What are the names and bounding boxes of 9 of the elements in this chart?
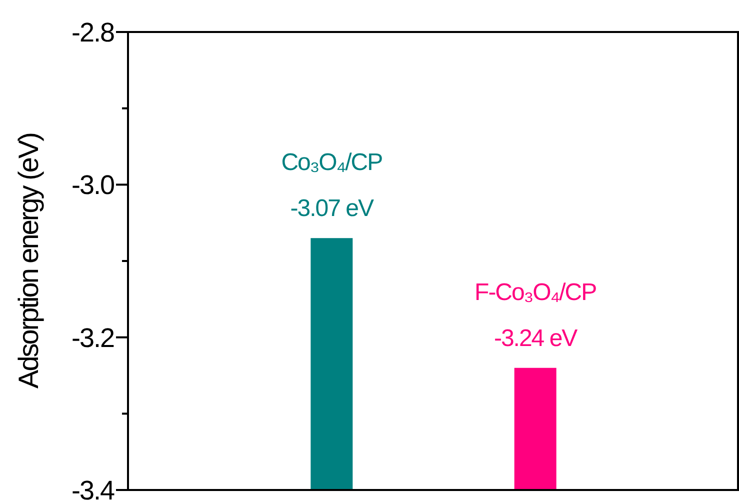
annotation: Co₃O₄/CP <box>281 149 382 176</box>
data-label: -3.07 eV <box>290 195 374 222</box>
y-axis-title: Adsorption energy (eV) <box>13 133 44 388</box>
y-tick-label: -3.4 <box>71 475 115 502</box>
data-label: -3.24 eV <box>494 324 578 352</box>
y-tick-label: -3.2 <box>71 322 114 353</box>
annotation: F-Co₃O₄/CP <box>474 278 596 306</box>
y-tick-label: -2.8 <box>71 17 114 48</box>
y-tick-label: -3.0 <box>71 170 114 200</box>
